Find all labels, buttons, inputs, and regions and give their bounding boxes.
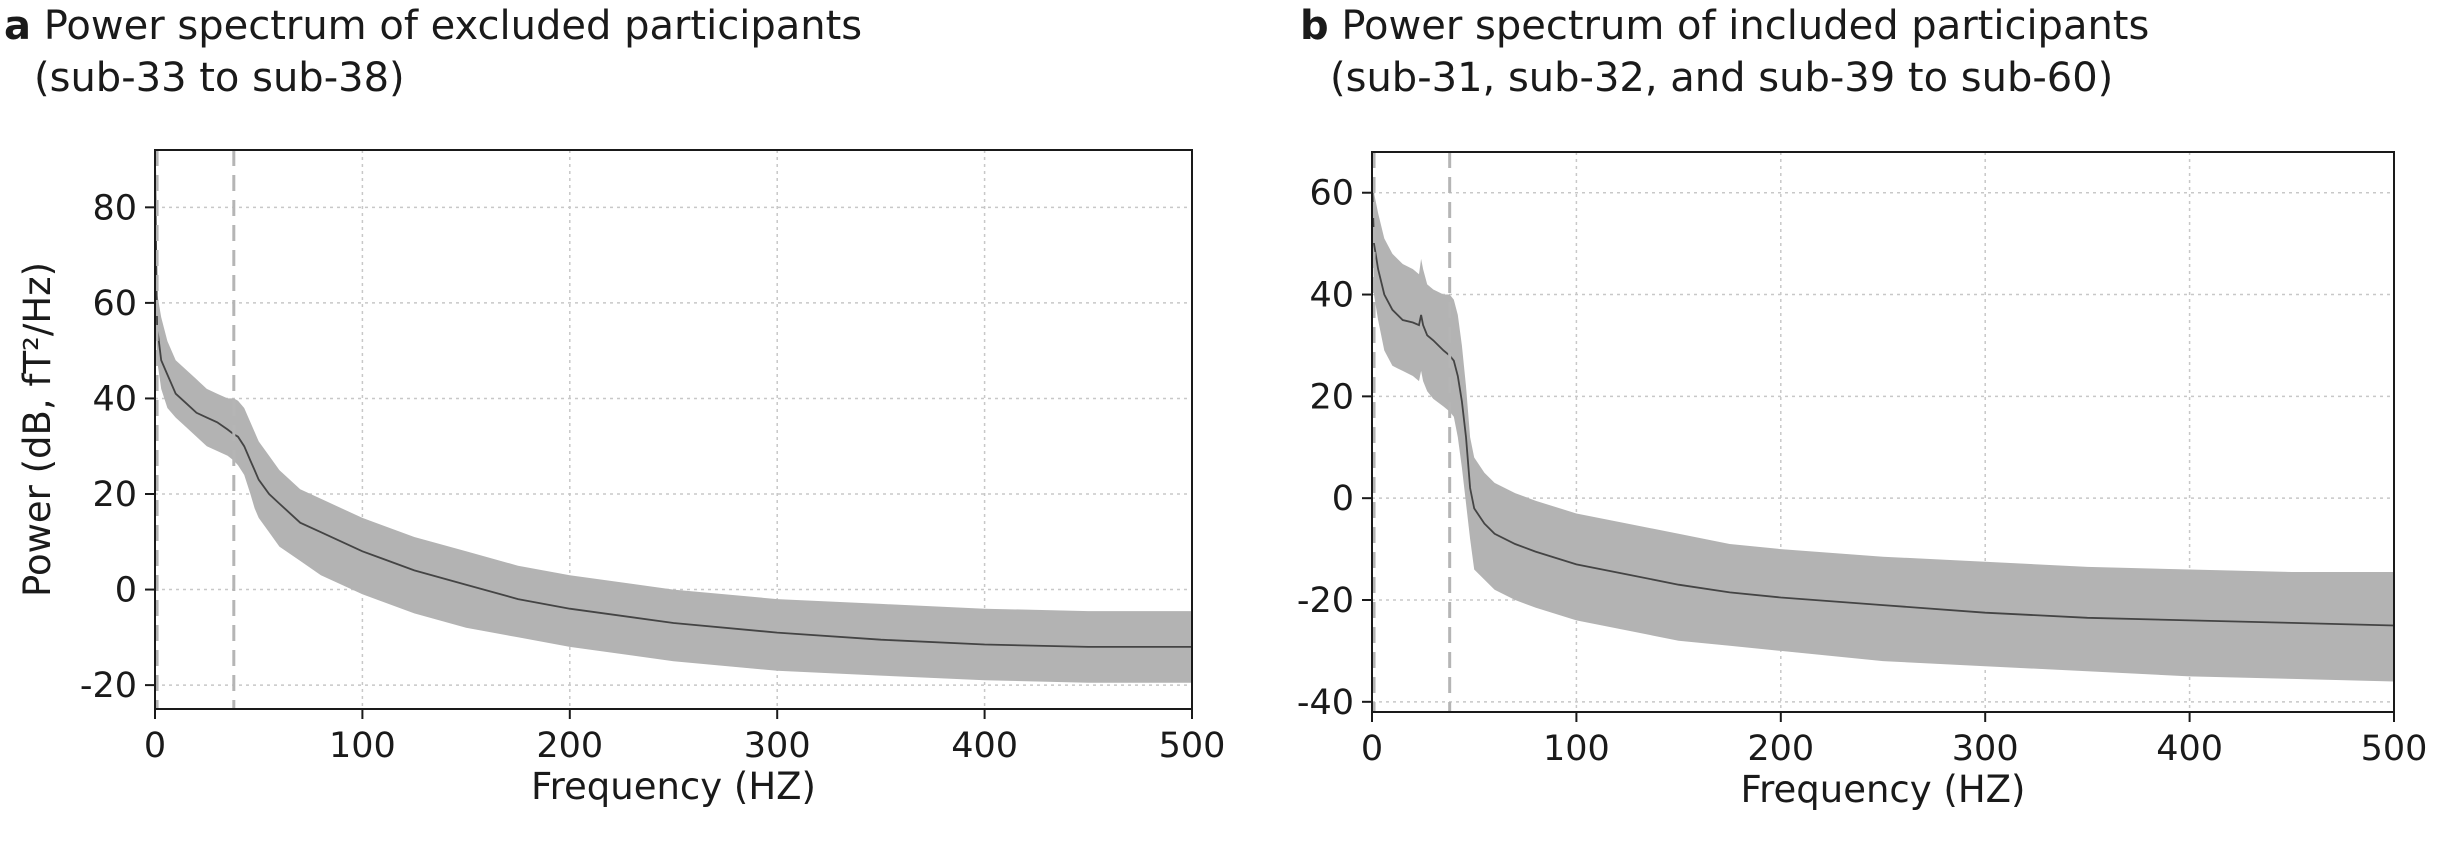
panel-b-xtick-label: 100 bbox=[1543, 729, 1610, 769]
panel-b-ytick-label: 40 bbox=[1309, 276, 1354, 316]
panel-a-title: a Power spectrum of excluded participant… bbox=[4, 0, 862, 104]
panel-b-xlabel: Frequency (HZ) bbox=[1741, 768, 2026, 811]
panel-a-ytick-label: 80 bbox=[92, 188, 137, 228]
panel-a-subtitle: (sub-33 to sub-38) bbox=[34, 55, 405, 101]
panel-b-ytick-label: -40 bbox=[1297, 683, 1354, 723]
panel-b-ytick-label: 0 bbox=[1332, 479, 1354, 519]
panel-b-axes-frame bbox=[1371, 151, 2395, 713]
panel-b-xtick-label: 300 bbox=[1952, 729, 2019, 769]
panel-b-ytick-label: 20 bbox=[1309, 377, 1354, 417]
panel-b-spread-band bbox=[1372, 167, 2394, 682]
panel-b-title: b Power spectrum of included participant… bbox=[1300, 0, 2149, 104]
panel-a-ytick-label: 40 bbox=[92, 379, 137, 419]
panel-a-ytick-label: 0 bbox=[115, 571, 137, 611]
panel-a-spread-band bbox=[155, 159, 1192, 683]
panel-b-title-text: Power spectrum of included participants bbox=[1341, 3, 2150, 49]
panel-b-xtick-label: 0 bbox=[1361, 729, 1383, 769]
panel-b-xtick-label: 500 bbox=[2361, 729, 2428, 769]
panel-a-ylabel: Power (dB, fT²/Hz) bbox=[16, 262, 59, 597]
panel-b-ytick-label: 60 bbox=[1309, 174, 1354, 214]
panel-b-xtick-label: 400 bbox=[2156, 729, 2223, 769]
panel-b-plot: 0 100 200 300 400 500 -40 -20 0 20 40 60 Frequency (… bbox=[1297, 151, 2428, 811]
panel-a-xtick-label: 400 bbox=[951, 726, 1018, 766]
panel-a-letter: a bbox=[4, 3, 31, 49]
panel-a-xtick-label: 0 bbox=[144, 726, 166, 766]
panel-b-letter: b bbox=[1300, 3, 1329, 49]
panel-a-xtick-label: 300 bbox=[744, 726, 811, 766]
panel-a-xtick-label: 100 bbox=[329, 726, 396, 766]
panel-a-xtick-label: 500 bbox=[1159, 726, 1226, 766]
panel-a-ytick-label: -20 bbox=[80, 666, 137, 706]
panel-b-xtick-label: 200 bbox=[1747, 729, 1814, 769]
panel-b-subtitle: (sub-31, sub-32, and sub-39 to sub-60) bbox=[1330, 55, 2114, 101]
panel-a-ytick-label: 60 bbox=[92, 284, 137, 324]
panel-b-mean-line bbox=[1371, 177, 2395, 627]
panel-a-mean-line bbox=[154, 159, 1192, 648]
panel-a-title-text: Power spectrum of excluded participants bbox=[43, 3, 863, 49]
panel-a-xlabel: Frequency (HZ) bbox=[531, 765, 816, 808]
panel-a-axes-frame bbox=[154, 149, 1193, 710]
panel-a-ytick-label: 20 bbox=[92, 475, 137, 515]
panel-b-ytick-label: -20 bbox=[1297, 581, 1354, 621]
panel-a-xtick-label: 200 bbox=[536, 726, 603, 766]
